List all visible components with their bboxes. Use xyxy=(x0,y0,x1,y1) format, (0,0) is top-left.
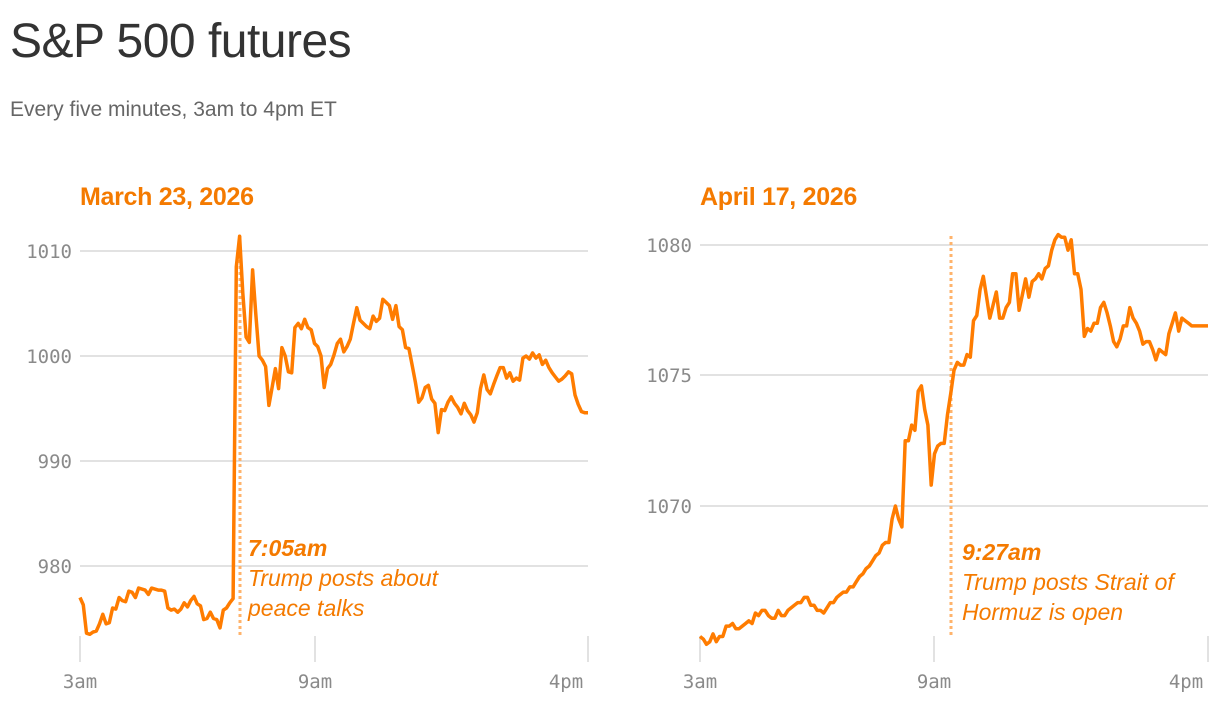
panel-title-april: April 17, 2026 xyxy=(700,183,858,211)
annotation-text: Hormuz is open xyxy=(962,599,1124,625)
left-price-line xyxy=(78,234,588,637)
y-tick-label: 980 xyxy=(38,556,72,578)
annotation-text: Trump posts about xyxy=(248,565,439,591)
right-x-axis: 3am 9am 4pm xyxy=(683,671,1203,693)
x-tick-label: 3am xyxy=(63,671,97,693)
x-tick-label: 4pm xyxy=(549,671,583,693)
annotation-time: 9:27am xyxy=(962,539,1042,565)
y-tick-label: 990 xyxy=(38,451,72,473)
left-x-axis: 3am 9am 4pm xyxy=(63,671,583,693)
x-tick-label: 4pm xyxy=(1169,671,1203,693)
y-tick-label: 1080 xyxy=(646,235,692,257)
right-annotation: 9:27am Trump posts Strait of Hormuz is o… xyxy=(962,537,1174,627)
panel-title-march: March 23, 2026 xyxy=(80,183,254,211)
annotation-time: 7:05am xyxy=(248,535,328,561)
y-tick-label: 1000 xyxy=(26,346,72,368)
x-tick-label: 9am xyxy=(917,671,951,693)
y-tick-label: 1070 xyxy=(646,496,692,518)
annotation-text: peace talks xyxy=(248,595,365,621)
right-price-line xyxy=(698,232,1208,647)
left-annotation: 7:05am Trump posts about peace talks xyxy=(248,533,438,623)
y-tick-label: 1075 xyxy=(646,365,692,387)
chart-title: S&P 500 futures xyxy=(10,15,352,68)
annotation-text: Trump posts Strait of xyxy=(962,569,1174,595)
right-y-axis: 1080 1075 1070 xyxy=(646,235,692,518)
chart-subtitle: Every five minutes, 3am to 4pm ET xyxy=(10,98,337,121)
x-tick-label: 3am xyxy=(683,671,717,693)
left-y-axis: 1010 1000 990 980 xyxy=(26,241,72,578)
x-tick-label: 9am xyxy=(298,671,332,693)
y-tick-label: 1010 xyxy=(26,241,72,263)
